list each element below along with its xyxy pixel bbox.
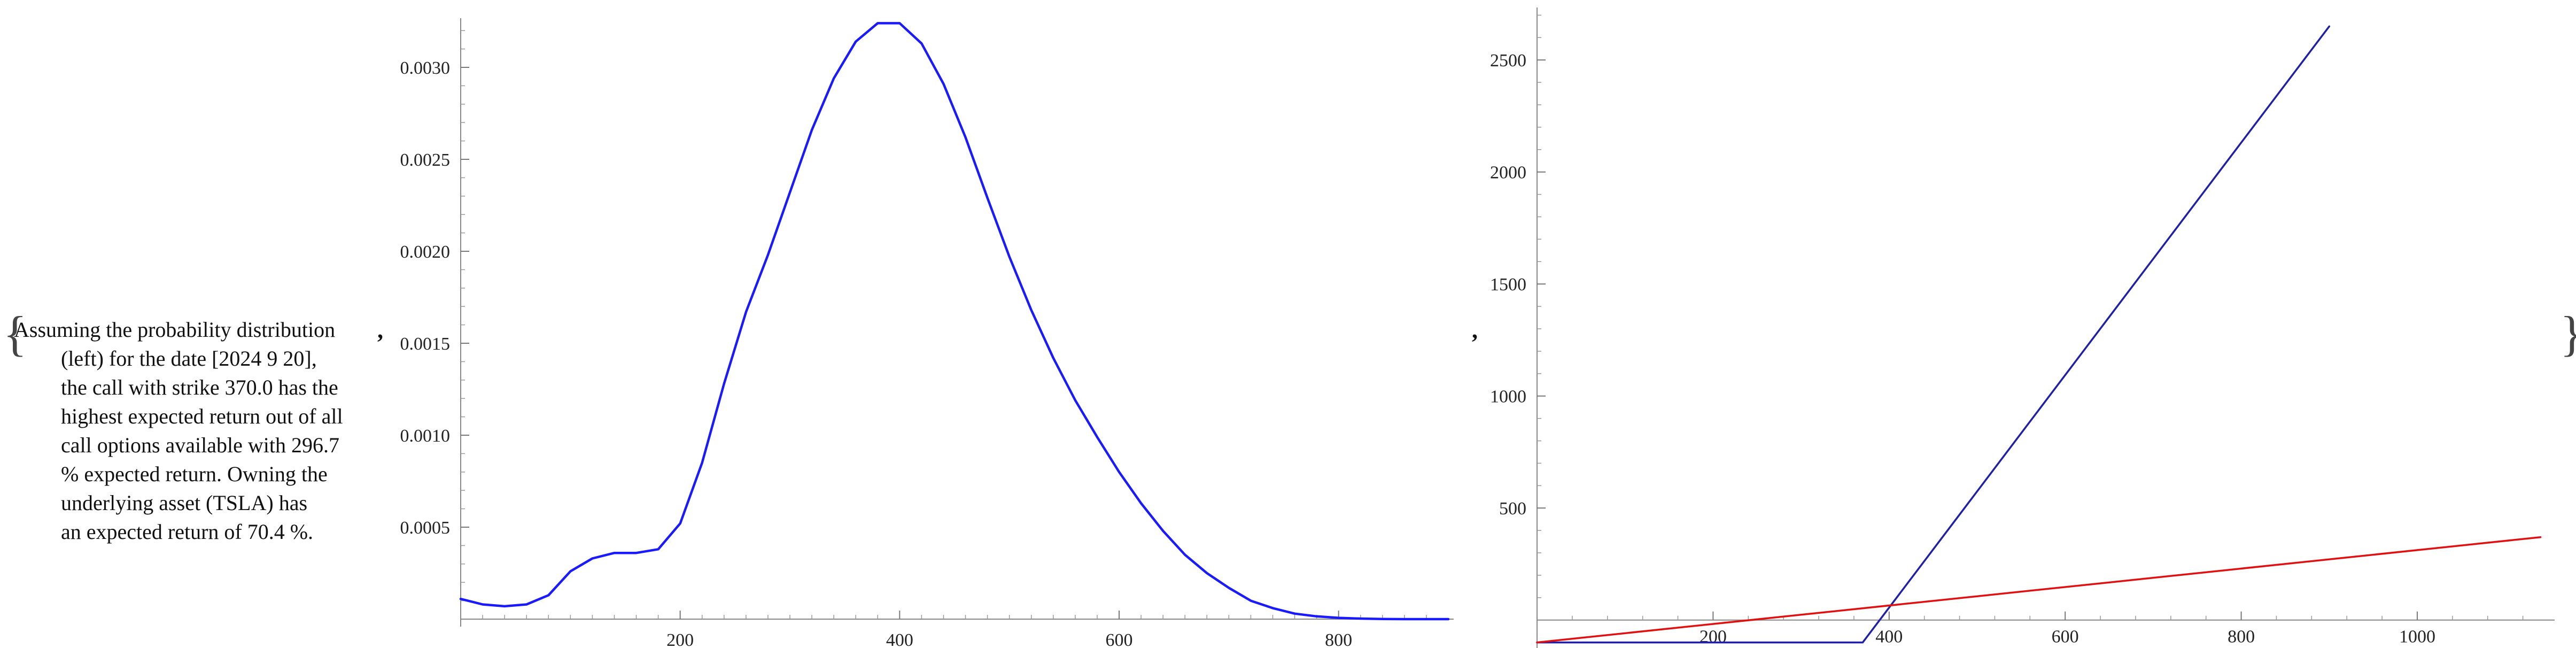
caption-line-8: an expected return of 70.4 %. (61, 520, 314, 544)
dist-chart-series-1-line (459, 22, 1450, 621)
open-brace: { (3, 306, 27, 361)
caption-line-6: % expected return. Owning the (61, 462, 328, 486)
dist-chart-y-tick-label: 0.0010 (400, 426, 451, 446)
payoff-chart-series-2-line (1536, 536, 2542, 644)
dist-chart-x-tick-label: 200 (666, 630, 694, 648)
payoff-chart-x-tick-label: 1000 (2399, 627, 2435, 647)
dist-chart-x-tick-label: 600 (1106, 630, 1133, 648)
dist-chart-y-tick-label: 0.0015 (400, 334, 451, 354)
payoff-chart-y-tick-label: 1000 (1490, 387, 1526, 407)
payoff-chart-series-1-line (1536, 25, 2331, 644)
caption-line-3: the call with strike 370.0 has the (61, 375, 338, 399)
payoff-chart-x-tick-label: 200 (1700, 627, 1727, 647)
caption-line-4: highest expected return out of all (61, 404, 343, 428)
payoff-chart-x-tick-label: 800 (2228, 627, 2255, 647)
separator-comma-2: , (1472, 317, 1478, 343)
dist-chart-x-tick-label: 400 (886, 630, 913, 648)
payoff-chart-y-tick-label: 1500 (1490, 275, 1526, 295)
dist-chart-y-tick-label: 0.0030 (400, 58, 451, 78)
expected-return-caption: Assuming the probability distribution (l… (14, 315, 383, 546)
payoff-chart: 200 400 600 800 1000 500 1000 1500 2000 2500 (1490, 7, 2555, 648)
dist-chart-y-tick-label: 0.0025 (400, 150, 451, 170)
payoff-chart-x-tick-label: 400 (1875, 627, 1903, 647)
dist-chart-y-tick-label: 0.0005 (400, 518, 451, 538)
dist-chart-x-tick-label: 800 (1325, 630, 1352, 648)
probability-distribution-chart: 200 400 600 800 0.0005 0.0010 0.0015 0.0020 0.00… (400, 18, 1454, 648)
caption-line-1: Assuming the probability distribution (14, 318, 336, 342)
payoff-chart-y-tick-label: 2500 (1490, 51, 1526, 71)
dist-chart-y-tick-label: 0.0020 (400, 242, 451, 262)
caption-line-5: call options available with 296.7 (61, 433, 339, 457)
caption-line-7: underlying asset (TSLA) has (61, 491, 308, 515)
separator-comma-1: , (377, 317, 383, 343)
payoff-chart-x-tick-label: 600 (2052, 627, 2079, 647)
caption-line-2: (left) for the date [2024 9 20], (61, 346, 317, 371)
close-brace: } (2560, 309, 2576, 358)
payoff-chart-y-tick-label: 2000 (1490, 163, 1526, 183)
payoff-chart-y-tick-label: 500 (1499, 499, 1526, 519)
